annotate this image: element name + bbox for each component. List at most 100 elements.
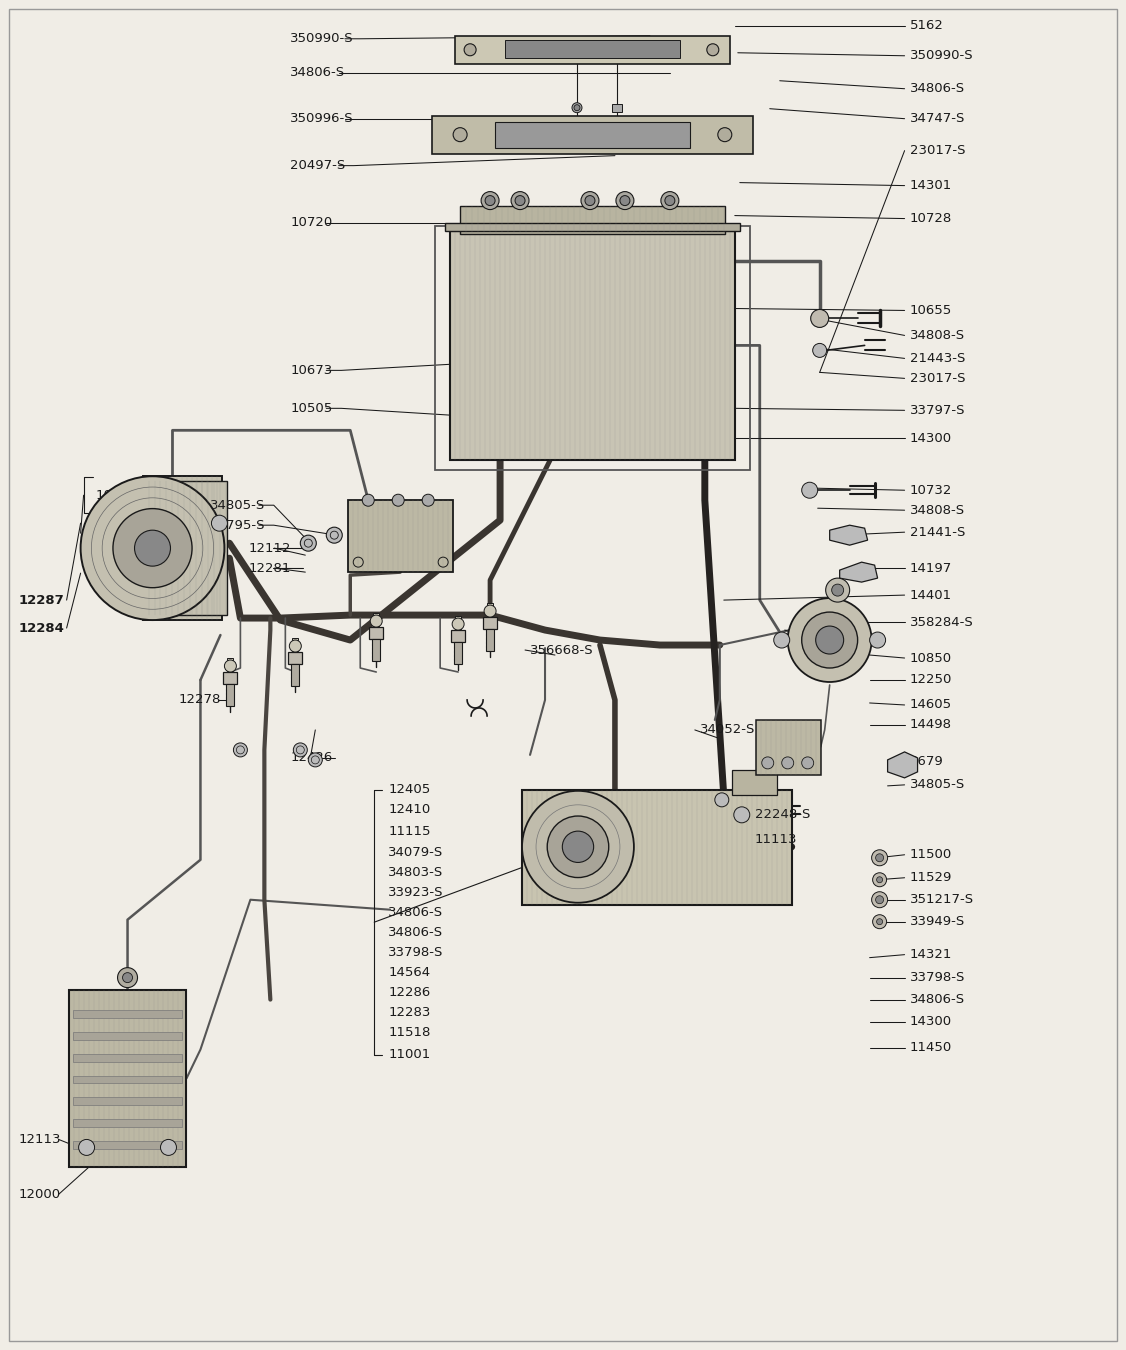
Text: 34806-S: 34806-S xyxy=(910,994,965,1006)
Circle shape xyxy=(370,616,382,626)
Circle shape xyxy=(301,535,316,551)
Circle shape xyxy=(363,494,374,506)
Circle shape xyxy=(802,612,858,668)
Text: 33923-S: 33923-S xyxy=(388,886,444,899)
Text: 10850: 10850 xyxy=(910,652,951,664)
Circle shape xyxy=(781,757,794,769)
Circle shape xyxy=(664,196,674,205)
Text: 33797-S: 33797-S xyxy=(910,404,965,417)
FancyBboxPatch shape xyxy=(72,1098,182,1106)
Text: 12284: 12284 xyxy=(19,621,64,634)
Text: 34806-S: 34806-S xyxy=(388,906,444,919)
Text: 34079-S: 34079-S xyxy=(388,846,444,860)
Text: 34806-S: 34806-S xyxy=(910,82,965,96)
Text: 14321: 14321 xyxy=(910,948,951,961)
Text: 14301: 14301 xyxy=(910,180,951,192)
Circle shape xyxy=(161,1139,177,1156)
Circle shape xyxy=(774,632,789,648)
Text: 23017-S: 23017-S xyxy=(910,144,965,157)
Circle shape xyxy=(616,192,634,209)
FancyBboxPatch shape xyxy=(143,481,227,616)
Text: 12112: 12112 xyxy=(249,541,291,555)
Text: Ford: Ford xyxy=(568,356,617,375)
Text: 14197: 14197 xyxy=(910,562,951,575)
Circle shape xyxy=(117,968,137,988)
Circle shape xyxy=(392,494,404,506)
Circle shape xyxy=(511,192,529,209)
Text: 34052-S: 34052-S xyxy=(700,724,756,737)
FancyBboxPatch shape xyxy=(506,39,680,58)
FancyBboxPatch shape xyxy=(611,104,622,112)
FancyBboxPatch shape xyxy=(373,639,381,662)
FancyBboxPatch shape xyxy=(522,790,792,905)
Text: 3679: 3679 xyxy=(910,756,944,768)
Text: 11001: 11001 xyxy=(388,1048,430,1061)
Circle shape xyxy=(620,196,629,205)
Text: 33949-S: 33949-S xyxy=(910,915,965,929)
Circle shape xyxy=(802,757,814,769)
Circle shape xyxy=(79,1139,95,1156)
FancyBboxPatch shape xyxy=(72,1010,182,1018)
Circle shape xyxy=(233,743,248,757)
FancyBboxPatch shape xyxy=(288,652,302,664)
Circle shape xyxy=(813,343,826,358)
Text: 34805-S: 34805-S xyxy=(211,498,266,512)
Text: 11500: 11500 xyxy=(910,848,951,861)
Text: 12410: 12410 xyxy=(388,803,430,817)
Text: 351217-S: 351217-S xyxy=(910,894,974,906)
FancyBboxPatch shape xyxy=(72,1141,182,1149)
Circle shape xyxy=(876,853,884,861)
Circle shape xyxy=(464,43,476,55)
Text: 10673: 10673 xyxy=(291,364,332,377)
Circle shape xyxy=(453,618,464,630)
Circle shape xyxy=(586,196,595,205)
Circle shape xyxy=(825,578,850,602)
FancyBboxPatch shape xyxy=(488,603,493,617)
Text: 21443-S: 21443-S xyxy=(910,352,965,365)
Text: 11518: 11518 xyxy=(388,1026,430,1040)
Text: 14300: 14300 xyxy=(910,432,951,444)
Text: 33798-S: 33798-S xyxy=(910,971,965,984)
Text: 12000: 12000 xyxy=(19,1188,61,1202)
Text: 12113: 12113 xyxy=(19,1133,61,1146)
FancyBboxPatch shape xyxy=(495,122,690,147)
Circle shape xyxy=(872,892,887,907)
Circle shape xyxy=(788,598,872,682)
FancyBboxPatch shape xyxy=(455,616,462,630)
Text: 10732: 10732 xyxy=(910,483,951,497)
Circle shape xyxy=(485,196,495,205)
Polygon shape xyxy=(830,525,868,545)
FancyBboxPatch shape xyxy=(348,501,453,572)
Text: 12281: 12281 xyxy=(249,562,291,575)
Circle shape xyxy=(453,128,467,142)
Text: 48843-S: 48843-S xyxy=(789,624,844,637)
Circle shape xyxy=(581,192,599,209)
Text: 34806-S: 34806-S xyxy=(388,926,444,940)
FancyBboxPatch shape xyxy=(369,626,383,639)
Circle shape xyxy=(123,972,133,983)
Text: 10728: 10728 xyxy=(910,212,951,225)
Circle shape xyxy=(873,915,886,929)
FancyBboxPatch shape xyxy=(450,231,735,460)
FancyBboxPatch shape xyxy=(223,672,238,684)
Text: 12426: 12426 xyxy=(291,752,332,764)
Text: 350996-S: 350996-S xyxy=(291,112,354,126)
FancyBboxPatch shape xyxy=(72,1031,182,1040)
Text: 11115: 11115 xyxy=(388,825,431,838)
Circle shape xyxy=(309,753,322,767)
Text: 33795-S: 33795-S xyxy=(211,518,266,532)
Text: 34808-S: 34808-S xyxy=(910,504,965,517)
FancyBboxPatch shape xyxy=(732,769,777,795)
Text: 10000: 10000 xyxy=(96,489,137,502)
Text: 12405: 12405 xyxy=(388,783,430,796)
Circle shape xyxy=(877,876,883,883)
FancyBboxPatch shape xyxy=(72,1119,182,1127)
FancyBboxPatch shape xyxy=(293,639,298,652)
Circle shape xyxy=(811,309,829,328)
Circle shape xyxy=(522,791,634,903)
Circle shape xyxy=(481,192,499,209)
FancyBboxPatch shape xyxy=(756,720,821,775)
Circle shape xyxy=(661,192,679,209)
Text: 12250: 12250 xyxy=(910,674,951,687)
Text: 34806-S: 34806-S xyxy=(291,66,346,80)
